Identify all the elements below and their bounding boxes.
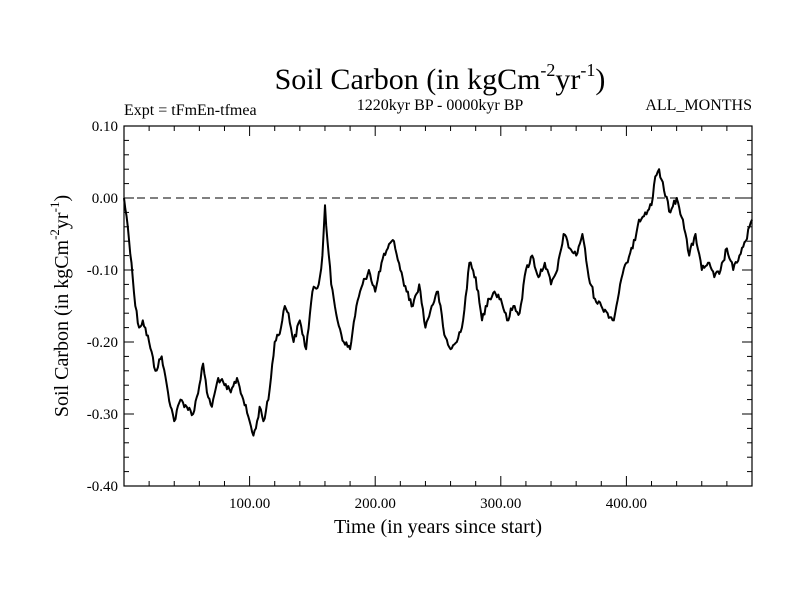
series-line-soil-carbon xyxy=(123,168,753,437)
x-tick-label: 100.00 xyxy=(229,496,270,512)
subtitle-period: 1220kyr BP - 0000kyr BP xyxy=(357,97,524,114)
y-tick-label: 0.10 xyxy=(92,119,118,135)
x-tick-label: 300.00 xyxy=(480,496,521,512)
axis-ticks: 100.00 200.00 300.00 400.00 -0.40 -0.30 -0.20 -… xyxy=(87,119,752,512)
subtitle-experiment: Expt = tFmEn-tfmea xyxy=(124,102,257,119)
x-axis-label: Time (in years since start) xyxy=(334,516,542,538)
x-tick-label: 400.00 xyxy=(606,496,647,512)
chart-title: Soil Carbon (in kgCm-2yr-1) xyxy=(275,60,606,96)
subtitle-months: ALL_MONTHS xyxy=(645,97,752,114)
plot-frame xyxy=(123,125,753,487)
y-tick-label: -0.20 xyxy=(87,335,118,351)
x-tick-label: 200.00 xyxy=(355,496,396,512)
y-tick-label: -0.40 xyxy=(87,479,118,495)
y-axis-label: Soil Carbon (in kgCm-2yr-1) xyxy=(47,195,73,417)
y-tick-label: -0.10 xyxy=(87,263,118,279)
y-tick-label: -0.30 xyxy=(87,407,118,423)
y-tick-label: 0.00 xyxy=(92,191,118,207)
